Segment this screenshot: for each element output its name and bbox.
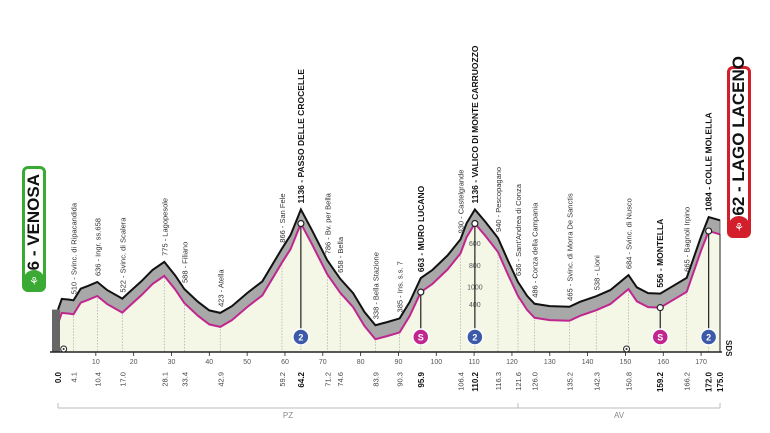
region-label-av: AV [614, 411, 625, 420]
marker-point [297, 219, 305, 228]
place-label: 1136 - VALICO DI MONTE CARRUOZZO [470, 45, 480, 203]
axis-tick-label: 20 [130, 359, 138, 366]
place-label: 465 - Svinc. di Morra De Sanctis [565, 193, 574, 301]
axis-tick-label: 10 [92, 359, 100, 366]
km-label: 175.0 [716, 371, 725, 392]
km-label: 42.9 [216, 372, 225, 387]
km-label: 0.0 [54, 371, 63, 383]
gpm-marker [699, 328, 718, 346]
km-label: 142.3 [592, 372, 601, 391]
marker-point [417, 288, 425, 296]
km-label: 59.2 [278, 372, 287, 387]
km-label: 74.6 [336, 372, 345, 387]
km-label: 126.0 [531, 372, 540, 391]
axis-tick-label: 50 [243, 359, 251, 366]
gpm-marker [292, 328, 310, 346]
marker-point [471, 219, 479, 228]
place-label: 786 - Bv. per Bella [323, 192, 332, 254]
gpm-marker [466, 328, 484, 346]
marker-point [656, 304, 664, 312]
axis-tick-label: 130 [544, 359, 556, 366]
km-label: 10.4 [93, 372, 102, 387]
km-label: 83.9 [371, 372, 380, 387]
axis-tick-label: 60 [281, 359, 289, 366]
axis-tick-label: 110 [469, 359, 480, 366]
marker-label: 2 [706, 333, 711, 343]
marker-label: 2 [298, 333, 303, 343]
axis-tick-label: 70 [319, 359, 327, 366]
marker-label: S [418, 333, 424, 343]
start-block [52, 309, 60, 352]
axis-tick-label: 80 [357, 359, 365, 366]
axis-tick-label: 140 [582, 359, 594, 366]
axis-tick-label: 120 [506, 359, 518, 366]
km-label: 90.3 [396, 372, 405, 387]
km-label: 95.9 [417, 371, 426, 387]
region-label-pz: PZ [283, 411, 293, 420]
place-label: 684 - Svinc. di Nusco [624, 198, 633, 269]
place-label: 636 - Ingr. ss.658 [93, 218, 102, 276]
bike-icon: ⚘ [23, 270, 45, 292]
place-label: 930 - Castelgrande [456, 170, 465, 234]
marker-label: S [657, 333, 663, 343]
km-label: 33.4 [180, 372, 189, 387]
start-badge: 446 - VENOSA ⚘ [22, 166, 46, 292]
place-label: 486 - Conza della Campania [531, 202, 540, 298]
km-label: 135.2 [565, 372, 574, 391]
place-label: 1084 - COLLE MOLELLA [704, 112, 714, 211]
place-label: 588 - Filiano [180, 242, 189, 283]
sprint-marker [651, 328, 669, 346]
finish-badge: 1062 - LAGO LACENO ⚘ [727, 56, 751, 238]
place-label: 658 - Bella [336, 236, 345, 273]
place-label: 665 - Bagnoli Irpino [683, 207, 692, 272]
bike-icon: ⚘ [728, 216, 750, 238]
place-label: 556 - MONTELLA [655, 219, 665, 288]
km-label: 172.0 [705, 371, 714, 392]
km-label: 121.6 [514, 372, 523, 391]
km-label: 166.2 [683, 372, 692, 391]
place-label: 423 - Atella [216, 269, 225, 307]
axis-tick-label: 150 [620, 359, 632, 366]
marker-point [705, 227, 713, 235]
axis-tick-label: 100 [430, 359, 442, 366]
axis-tick-label: 40 [205, 359, 213, 366]
place-label: 940 - Pescopagano [494, 167, 503, 232]
sds-label: SDS [724, 340, 733, 357]
km-label: 116.3 [494, 372, 503, 390]
finish-label: 1062 - LAGO LACENO [729, 56, 748, 235]
km-label: 4.1 [70, 372, 79, 382]
place-label: 866 - San Fele [278, 193, 287, 242]
km-label: 28.1 [160, 372, 169, 387]
place-label: 338 - Bella Stazione [371, 252, 380, 319]
place-label: 636 - Sant'Andrea di Conza [514, 183, 523, 276]
place-label: 775 - Lagopesole [160, 198, 169, 256]
axis-tick-label: 30 [168, 359, 176, 366]
km-label: 106.4 [456, 372, 465, 391]
km-label: 150.8 [624, 372, 633, 391]
km-label: 110.2 [471, 371, 480, 391]
axis-tick-label: 170 [695, 359, 707, 366]
km-label: 71.2 [323, 372, 332, 387]
km-label: 64.2 [297, 371, 306, 387]
timing-icon-dot [625, 348, 628, 350]
place-label: 522 - Svinc. di Scalera [118, 217, 127, 293]
place-label: 663 - MURO LUCANO [416, 185, 426, 272]
sprint-marker [412, 328, 430, 346]
axis-tick-label: 160 [657, 359, 669, 366]
place-label: 1136 - PASSO DELLE CROCELLE [296, 69, 306, 204]
place-label: 538 - Lioni [592, 255, 601, 290]
km-label: 159.2 [656, 371, 665, 392]
place-label: 385 - Ins. s.s. 7 [396, 261, 405, 312]
marker-label: 2 [472, 333, 477, 343]
axis-tick-label: 90 [395, 359, 403, 366]
km-label: 17.0 [118, 372, 127, 387]
place-label: 510 - Svinc. di Ripacandida [70, 202, 79, 294]
route-line [57, 221, 721, 341]
profile-ridge-edge [57, 207, 721, 327]
timing-icon-dot [62, 348, 65, 350]
